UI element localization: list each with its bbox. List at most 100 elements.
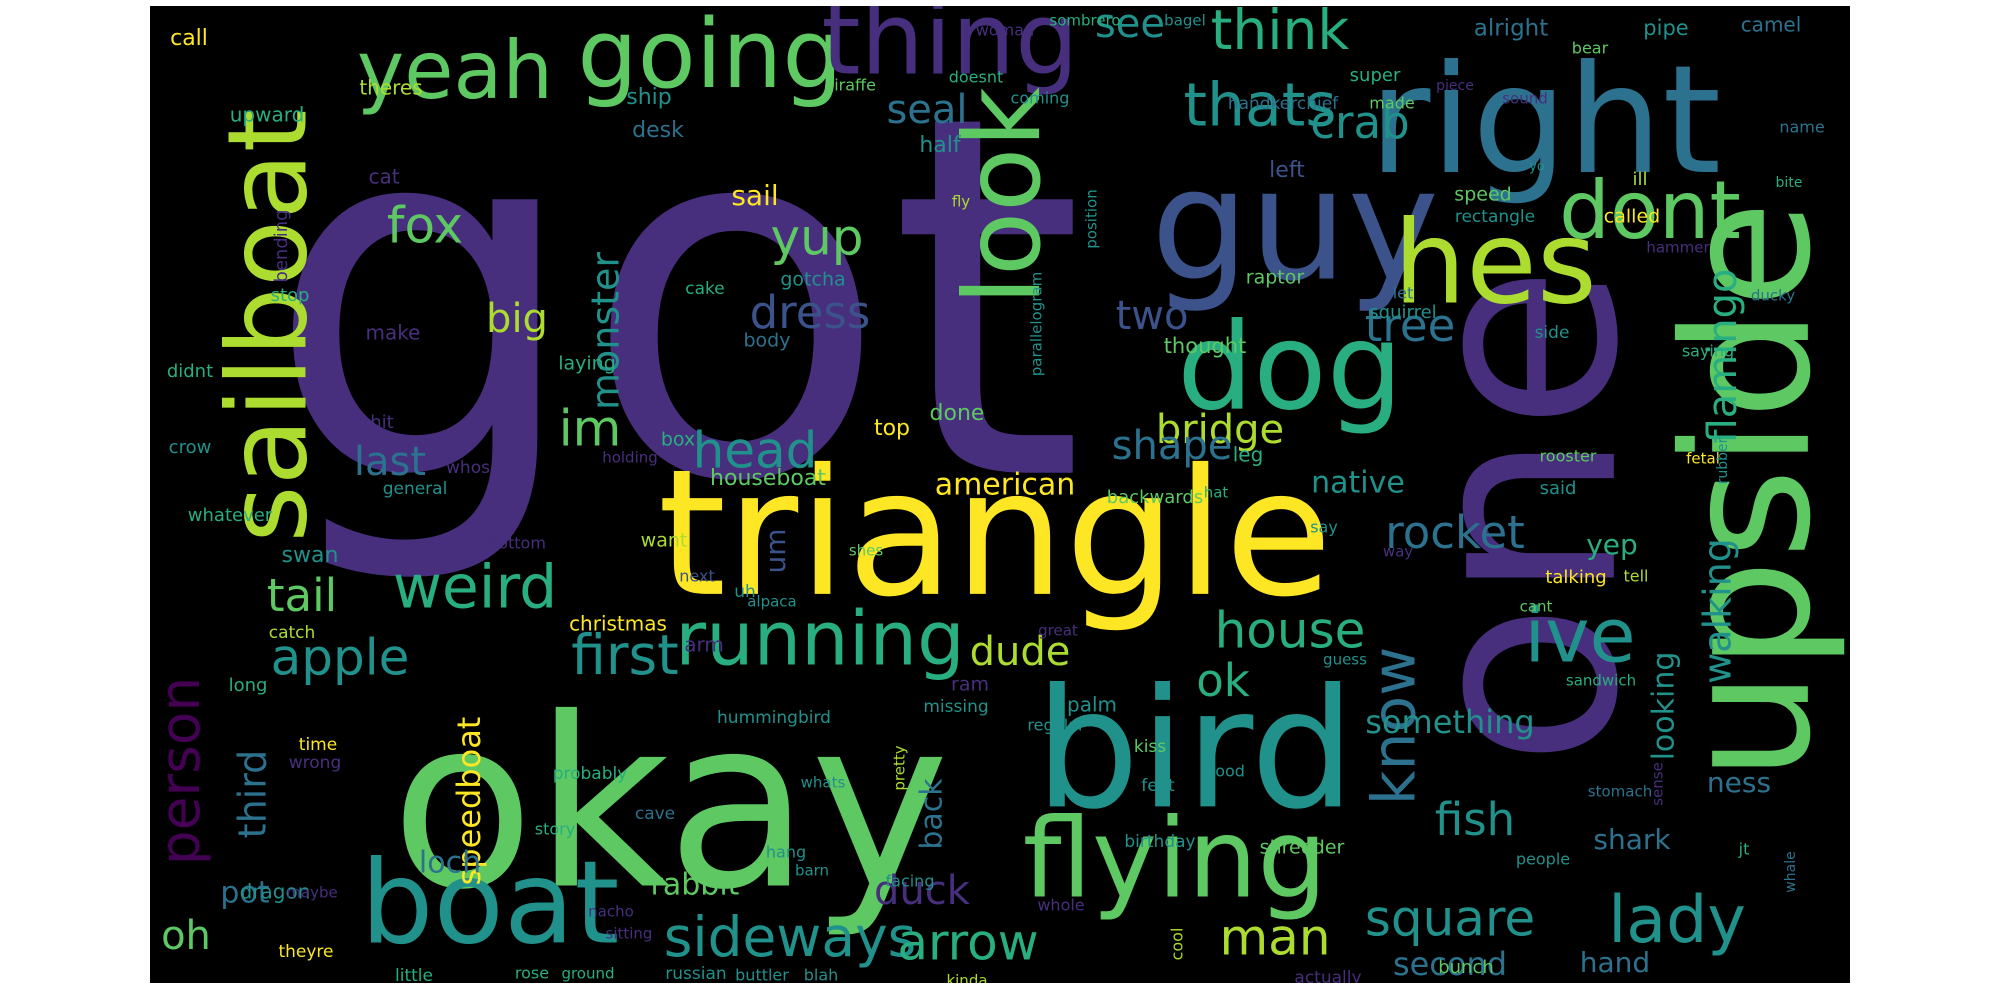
word-last: last [354, 439, 426, 485]
word-swan: swan [282, 543, 339, 568]
word-time: time [299, 735, 337, 755]
word-general: general [383, 479, 448, 499]
word-okay: okay [391, 668, 950, 941]
word-fly: fly [952, 193, 970, 211]
word-cool: cool [1168, 928, 1187, 961]
word-palm: palm [1067, 693, 1117, 717]
word-thats: thats [1183, 71, 1336, 141]
word-tell: tell [1623, 567, 1648, 586]
word-rooster: rooster [1540, 447, 1597, 466]
word-speedboat: speedboat [450, 717, 488, 886]
word-fetal: fetal [1686, 450, 1720, 468]
word-sandwich: sandwich [1566, 672, 1636, 690]
word-regular: regular [1027, 716, 1085, 735]
word-ram: ram [951, 674, 989, 696]
word-barn: barn [795, 862, 829, 880]
word-catch: catch [269, 623, 316, 643]
word-dude: dude [970, 629, 1071, 675]
word-cant: cant [1520, 598, 1553, 616]
word-square: square [1365, 890, 1535, 948]
word-rocket: rocket [1385, 506, 1525, 559]
word-call: call [170, 26, 208, 51]
word-dragon: dragon [240, 880, 311, 904]
word-piece: piece [1436, 78, 1474, 94]
word-laying: laying [558, 353, 616, 375]
word-weird: weird [393, 553, 557, 623]
word-name: name [1779, 118, 1824, 137]
word-hummingbird: hummingbird [717, 708, 831, 728]
word-dog: dog [1177, 299, 1403, 438]
word-leg: leg [1233, 443, 1264, 467]
word-bunch: bunch [1438, 957, 1494, 978]
word-uh: uh [734, 582, 756, 602]
word-shark: shark [1593, 823, 1671, 856]
word-left: left [1269, 158, 1305, 183]
word-story: story [535, 820, 575, 839]
word-sail: sail [731, 179, 778, 212]
word-made: made [1369, 94, 1414, 113]
word-second: second [1393, 945, 1507, 983]
word-shredder: shredder [1260, 837, 1345, 859]
word-doesnt: doesnt [949, 68, 1004, 87]
word-cat: cat [368, 165, 399, 189]
word-thing: thing [821, 6, 1078, 97]
word-whats: whats [801, 774, 846, 792]
word-gotcha: gotcha [780, 269, 845, 291]
word-alpaca: alpaca [747, 593, 797, 611]
word-said: said [1540, 478, 1577, 499]
word-hes: hes [1393, 197, 1597, 331]
word-stop: stop [271, 285, 310, 306]
word-bending: bending [271, 209, 292, 282]
word-seal: seal [886, 87, 967, 133]
word-upward: upward [230, 103, 305, 127]
word-theyre: theyre [278, 942, 333, 962]
word-yep: yep [1586, 528, 1638, 561]
word-say: say [1310, 518, 1338, 537]
word-ive: ive [1524, 592, 1635, 680]
word-rabbit: rabbit [651, 868, 740, 903]
word-sense: sense [1649, 762, 1667, 806]
word-rose: rose [515, 964, 549, 983]
word-half: half [919, 133, 962, 158]
word-something: something [1365, 703, 1534, 741]
word-ok: ok [1196, 654, 1250, 707]
word-rubber: rubber [1715, 437, 1731, 484]
word-giraffe: giraffe [824, 76, 876, 95]
word-kinda: kinda [946, 972, 987, 984]
word-whos: whos [446, 458, 490, 478]
word-side: side [1535, 323, 1570, 343]
word-handkerchief: handkerchief [1228, 94, 1339, 114]
word-pretty: pretty [891, 745, 909, 790]
word-sitting: sitting [606, 925, 653, 943]
word-feet: feet [1141, 776, 1175, 796]
word-ness: ness [1707, 766, 1771, 799]
word-guess: guess [1323, 651, 1367, 669]
word-first: first [571, 623, 678, 687]
word-good: good [1205, 762, 1245, 781]
word-cake: cake [685, 279, 724, 299]
word-position: position [1083, 189, 1101, 248]
word-man: man [1219, 909, 1330, 967]
word-bite: bite [1776, 175, 1803, 191]
word-bird: bird [1035, 653, 1355, 845]
word-pipe: pipe [1643, 16, 1688, 40]
word-bottom: bottom [488, 534, 546, 553]
word-arrow: arrow [897, 914, 1038, 972]
word-flying: flying [1023, 794, 1328, 922]
word-im: im [559, 400, 622, 458]
word-third: third [231, 750, 275, 839]
word-cave: cave [635, 804, 675, 824]
word-bridge: bridge [1156, 407, 1284, 453]
word-christmas: christmas [569, 612, 667, 636]
word-monster: monster [584, 252, 628, 410]
word-backwards: backwards [1107, 487, 1203, 508]
word-bear: bear [1572, 39, 1609, 58]
word-crab: crab [1310, 96, 1409, 149]
word-desk: desk [632, 118, 684, 143]
word-lady: lady [1608, 883, 1746, 958]
word-theres: theres [359, 76, 422, 100]
word-duck: duck [874, 868, 971, 914]
word-kiss: kiss [1134, 737, 1166, 757]
word-sound: sound [1502, 90, 1548, 108]
